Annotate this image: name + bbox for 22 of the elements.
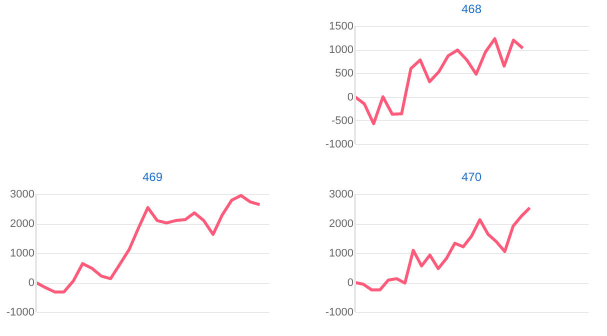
y-tick-label: 1000 (329, 44, 354, 56)
y-tick-label: 1500 (329, 20, 354, 32)
y-tick-label: 500 (335, 68, 354, 80)
y-tick-label: 3000 (329, 188, 354, 200)
y-tick-label: 3000 (10, 188, 34, 200)
y-tick-label: -500 (331, 114, 354, 127)
line-series (354, 206, 532, 292)
line-series (354, 37, 524, 126)
y-tick-label: 0 (28, 277, 34, 289)
y-tick-label: 0 (347, 277, 354, 289)
y-tick-label: -1000 (325, 138, 354, 150)
y-tick-label: 2000 (10, 218, 34, 230)
y-tick-label: 1000 (329, 248, 354, 260)
line-series (34, 194, 262, 294)
y-tick-label: 1000 (10, 248, 34, 260)
chart-title: 468 (461, 2, 482, 16)
y-tick-label: 2000 (329, 218, 354, 230)
chart-title: 470 (461, 170, 482, 184)
y-tick-label: -1000 (6, 306, 34, 318)
y-tick-label: -1000 (325, 306, 354, 318)
y-tick-label: 0 (347, 91, 354, 104)
chart-title: 469 (142, 170, 163, 184)
